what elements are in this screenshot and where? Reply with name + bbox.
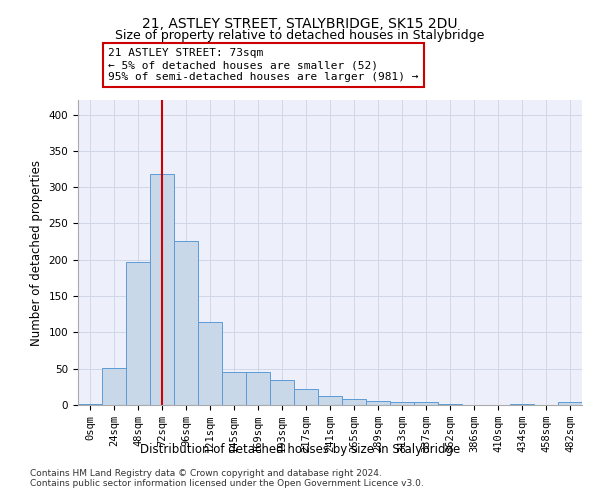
Bar: [390, 402, 414, 405]
Bar: [558, 402, 582, 405]
Bar: [438, 404, 462, 405]
Bar: [150, 174, 174, 405]
Bar: [198, 322, 222, 405]
Bar: [366, 402, 390, 405]
Text: Distribution of detached houses by size in Stalybridge: Distribution of detached houses by size …: [140, 442, 460, 456]
Text: Size of property relative to detached houses in Stalybridge: Size of property relative to detached ho…: [115, 29, 485, 42]
Bar: [222, 372, 246, 405]
Bar: [102, 368, 126, 405]
Bar: [294, 389, 318, 405]
Bar: [342, 399, 366, 405]
Bar: [78, 404, 102, 405]
Bar: [318, 396, 342, 405]
Bar: [414, 402, 438, 405]
Bar: [246, 372, 270, 405]
Text: 21 ASTLEY STREET: 73sqm
← 5% of detached houses are smaller (52)
95% of semi-det: 21 ASTLEY STREET: 73sqm ← 5% of detached…: [108, 48, 419, 82]
Text: 21, ASTLEY STREET, STALYBRIDGE, SK15 2DU: 21, ASTLEY STREET, STALYBRIDGE, SK15 2DU: [142, 18, 458, 32]
Bar: [510, 404, 534, 405]
Y-axis label: Number of detached properties: Number of detached properties: [30, 160, 43, 346]
Bar: [126, 262, 150, 405]
Text: Contains public sector information licensed under the Open Government Licence v3: Contains public sector information licen…: [30, 478, 424, 488]
Text: Contains HM Land Registry data © Crown copyright and database right 2024.: Contains HM Land Registry data © Crown c…: [30, 468, 382, 477]
Bar: [174, 241, 198, 405]
Bar: [270, 380, 294, 405]
